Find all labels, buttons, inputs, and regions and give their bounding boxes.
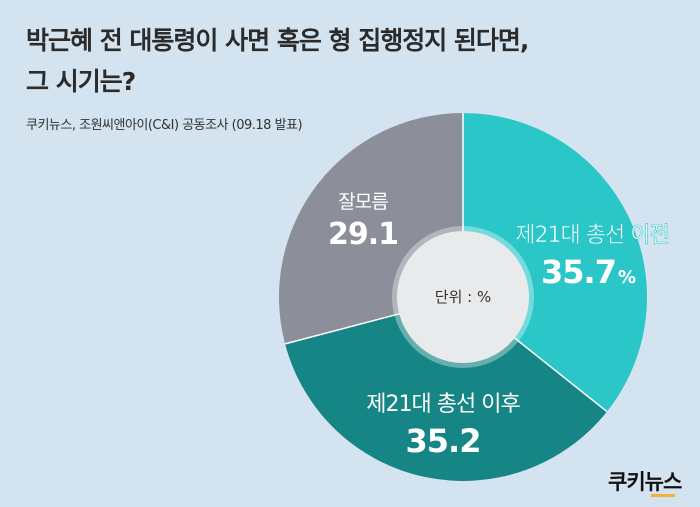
slice-label: 잘모름 [338,191,388,213]
center-hole [397,231,529,363]
title-line-2: 그 시기는? [26,67,136,96]
slice-label: 제21대 총선 이후 [366,392,520,417]
slice-label: 제21대 총선 이전 [515,223,668,248]
brand-underline [651,494,675,497]
pie-slice-1 [463,113,647,412]
source-note: 쿠키뉴스, 조원씨앤아이(C&I) 공동조사 (09.18 발표) [26,118,303,133]
slice-value: 35.2 [406,422,481,460]
slice-value: 29.1 [328,217,398,252]
chart-title: 박근혜 전 대통령이 사면 혹은 형 집행정지 된다면, 그 시기는? [26,20,529,102]
pie-slice-2 [285,297,607,482]
brand-logo: 쿠키뉴스 [608,470,682,494]
unit-label: 단위 : % [435,288,491,306]
title-line-1: 박근혜 전 대통령이 사면 혹은 형 집행정지 된다면, [26,26,529,55]
